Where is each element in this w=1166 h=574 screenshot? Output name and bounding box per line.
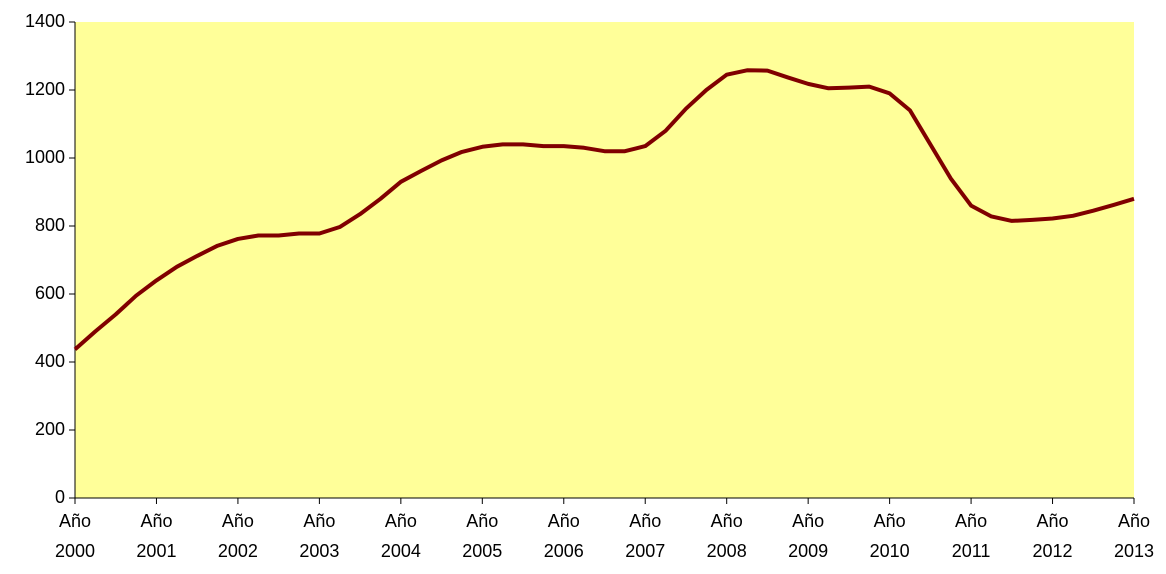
y-tick-label: 600 [35, 283, 65, 303]
x-tick-label: Año 2004 [380, 511, 421, 561]
y-tick-label: 400 [35, 351, 65, 371]
x-tick-label: Año 2003 [299, 511, 340, 561]
line [73, 68, 1135, 351]
y-tick-label: 200 [35, 419, 65, 439]
x-tick-label: Año 2002 [217, 511, 258, 561]
y-tick-label: 0 [55, 487, 65, 507]
x-tick-label: Año 2005 [462, 511, 503, 561]
x-tick-label: Año 2007 [625, 511, 666, 561]
y-tick-label: 1400 [25, 11, 65, 31]
x-tick-label: Año 2000 [54, 511, 96, 561]
x-tick-label: Año 2006 [543, 511, 584, 561]
x-tick-label: Año 2008 [706, 511, 747, 561]
x-tick-label: Año 2009 [788, 511, 829, 561]
y-tick-label: 800 [35, 215, 65, 235]
y-tick-label: 1200 [25, 79, 65, 99]
x-tick-label: Año 2013 [1113, 511, 1155, 561]
x-tick-label: Año 2010 [869, 511, 910, 561]
y-tick-label: 1000 [25, 147, 65, 167]
x-tick-label: Año 2011 [951, 511, 991, 561]
x-tick-label: Año 2001 [136, 511, 177, 561]
plot-area [75, 22, 1134, 498]
x-tick-label: Año 2012 [1032, 511, 1073, 561]
